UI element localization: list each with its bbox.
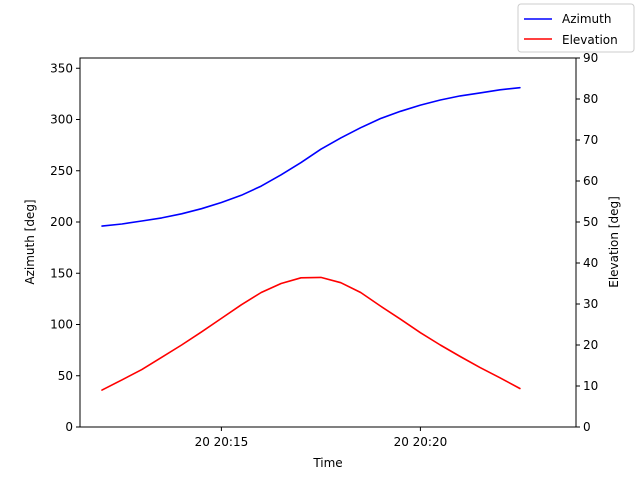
legend-box [517,3,635,53]
right-tick-label: 80 [583,92,598,106]
left-tick-label: 0 [65,420,73,434]
right-tick-label: 90 [583,51,598,65]
left-axis-label: Azimuth [deg] [23,199,37,284]
x-axis-ticks: 20 20:15 20 20:20 [195,427,448,449]
left-tick-label: 200 [50,215,73,229]
plot-area [79,57,577,428]
right-tick-label: 30 [583,297,598,311]
right-tick-label: 50 [583,215,598,229]
left-tick-label: 300 [50,113,73,127]
right-tick-label: 10 [583,379,598,393]
left-axis-ticks: 0 50 100 150 200 250 300 350 [50,61,80,434]
plot-frame [79,57,577,428]
x-axis-label: Time [312,456,342,470]
x-tick-label: 20 20:20 [394,435,448,449]
left-tick-label: 250 [50,164,73,178]
right-tick-label: 60 [583,174,598,188]
legend-label-azimuth: Azimuth [562,12,611,26]
series-line-azimuth [101,86,521,227]
series-line-elevation [101,276,521,391]
right-axis-ticks: 0 10 20 30 40 50 60 70 80 90 [576,51,598,434]
left-tick-label: 100 [50,318,73,332]
x-tick-label: 20 20:15 [195,435,249,449]
right-tick-label: 70 [583,133,598,147]
right-tick-label: 40 [583,256,598,270]
left-tick-label: 150 [50,266,73,280]
legend: Azimuth Elevation [517,3,635,53]
right-tick-label: 0 [583,420,591,434]
series-layer [101,86,521,391]
right-axis-label: Elevation [deg] [607,196,621,288]
left-tick-label: 350 [50,61,73,75]
legend-label-elevation: Elevation [562,33,618,47]
left-tick-label: 50 [58,369,73,383]
right-tick-label: 20 [583,338,598,352]
